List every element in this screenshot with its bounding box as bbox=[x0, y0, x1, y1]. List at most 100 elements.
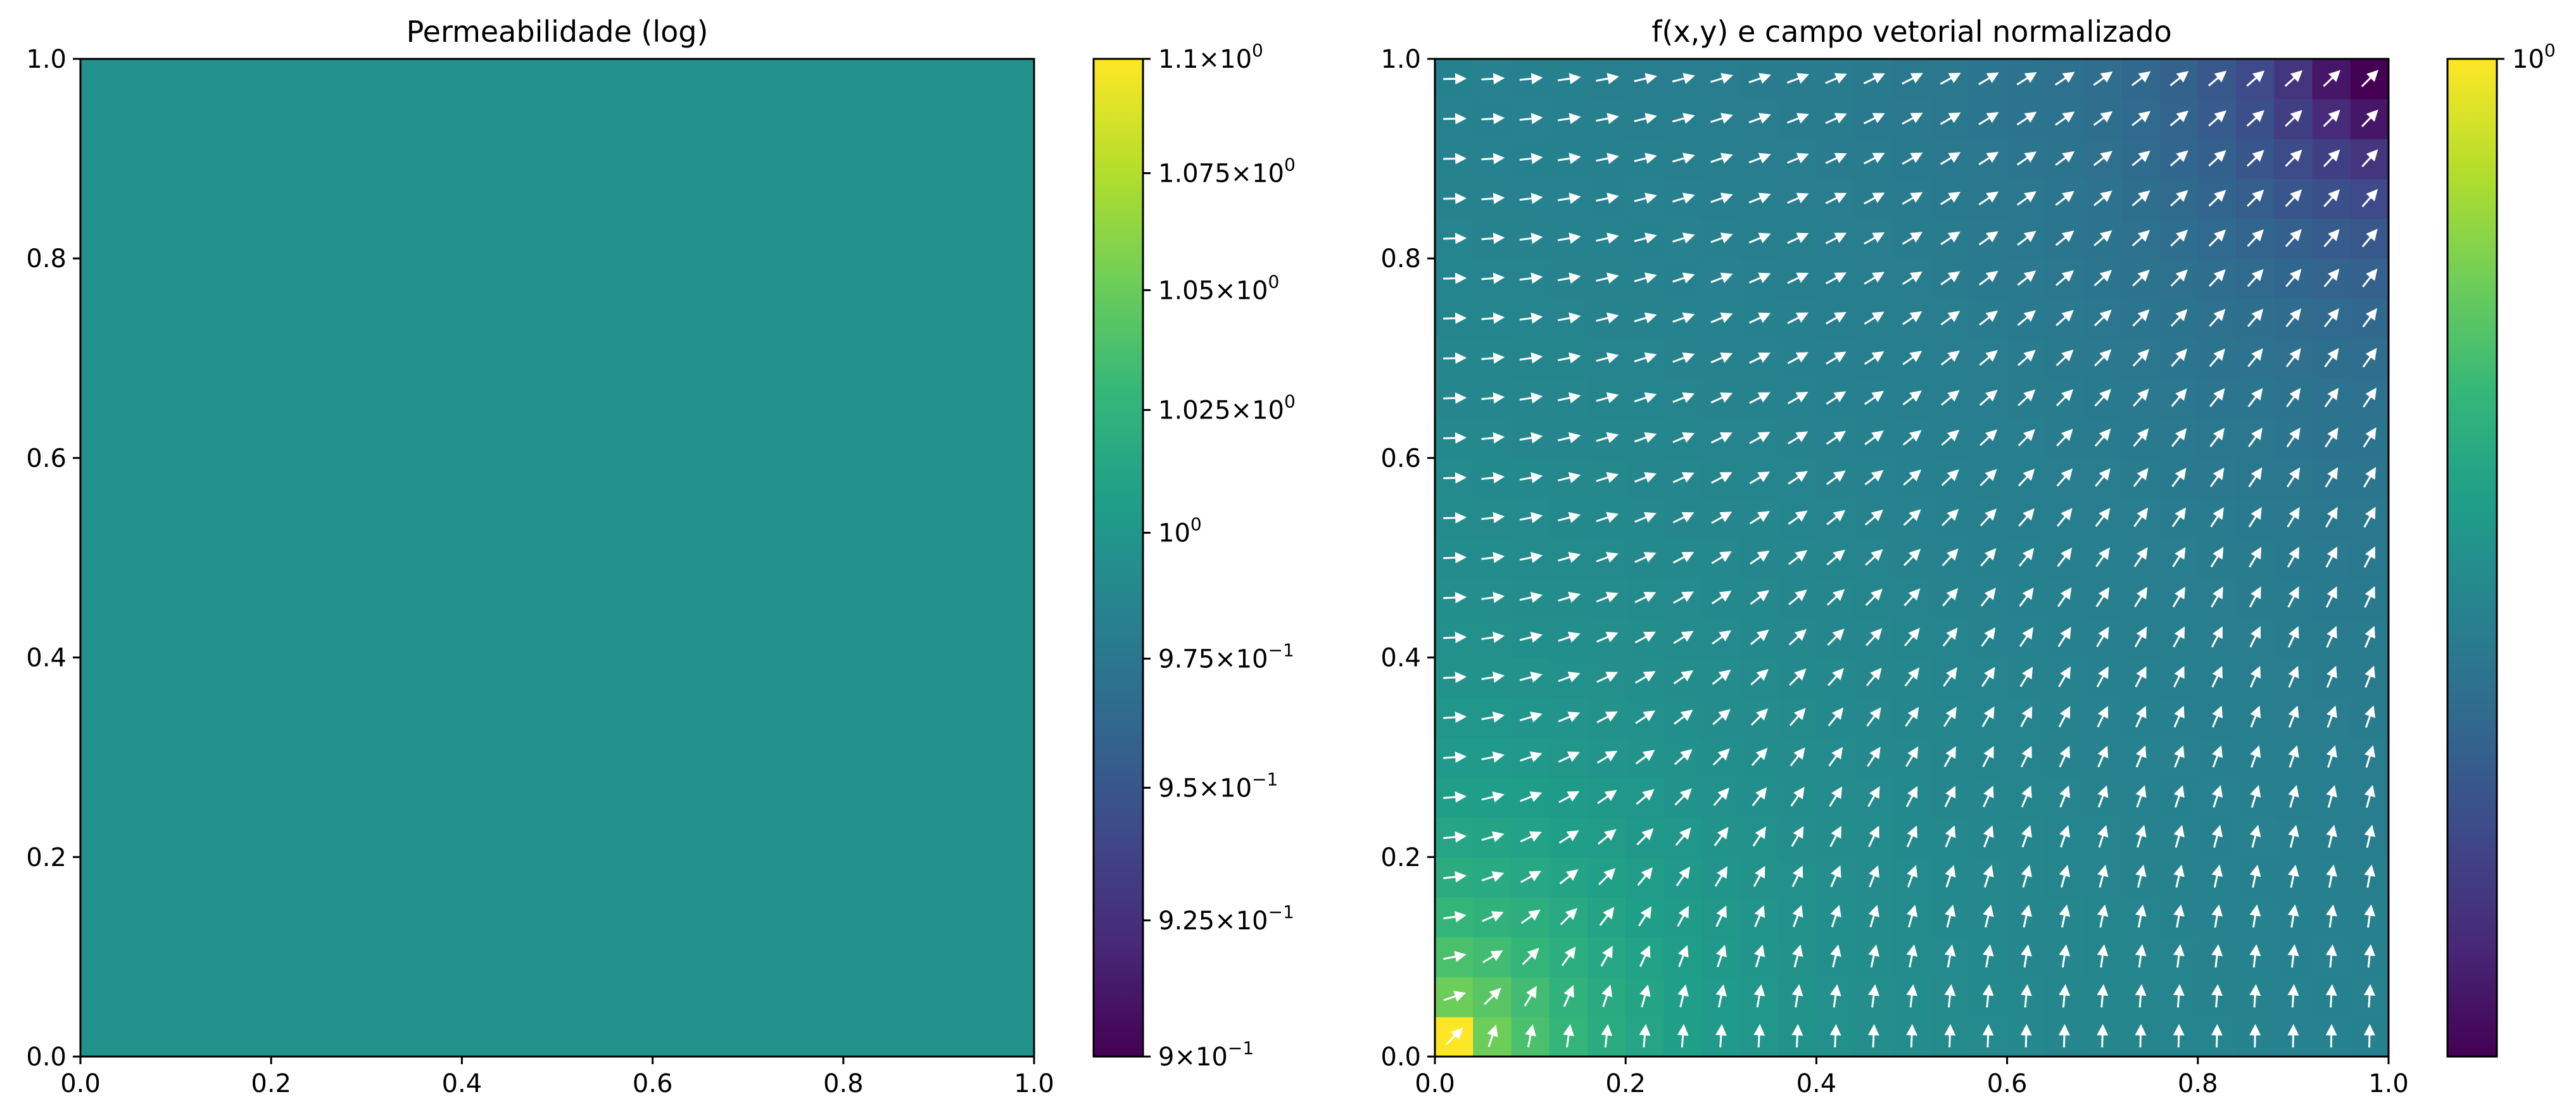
quiver-arrow bbox=[1520, 909, 1541, 924]
quiver-arrow bbox=[1674, 749, 1693, 765]
heatmap-area bbox=[80, 59, 1034, 1057]
quiver-arrow bbox=[1710, 272, 1733, 284]
quiver-arrow bbox=[1749, 392, 1771, 404]
quiver-arrow bbox=[1864, 351, 1885, 365]
quiver-arrow bbox=[1712, 748, 1730, 766]
quiver-arrow bbox=[1753, 1024, 1765, 1048]
quiver-arrow bbox=[1982, 944, 1994, 968]
quiver-arrow bbox=[1864, 391, 1885, 405]
quiver-arrow bbox=[1563, 985, 1574, 1007]
quiver-arrow bbox=[2097, 904, 2109, 928]
quiver-arrow bbox=[1443, 272, 1467, 284]
quiver-arrow bbox=[2247, 348, 2263, 367]
quiver-arrow bbox=[1713, 788, 1729, 807]
quiver-arrow bbox=[1443, 631, 1467, 643]
quiver-arrow bbox=[1904, 627, 1920, 647]
quiver-arrow bbox=[1674, 788, 1692, 806]
quiver-arrow bbox=[2019, 587, 2034, 607]
quiver-arrow bbox=[1906, 984, 1918, 1008]
quiver-arrow bbox=[1903, 509, 1921, 526]
quiver-arrow bbox=[2095, 547, 2110, 567]
quiver-arrow bbox=[2247, 308, 2264, 327]
quiver-arrow bbox=[1715, 905, 1727, 927]
quiver-arrow bbox=[1519, 711, 1543, 723]
quiver-arrow bbox=[1826, 430, 1847, 445]
quiver-arrow bbox=[1634, 671, 1656, 684]
y-axis: 0.0 0.2 0.4 0.6 0.8 1.0 bbox=[1380, 45, 1435, 1072]
quiver-arrow bbox=[2250, 785, 2261, 808]
quiver-arrow bbox=[1903, 469, 1922, 486]
quiver-arrow bbox=[2171, 467, 2187, 487]
quiver-arrow bbox=[2326, 665, 2337, 688]
colorbar-tick-label: 9.75×10−1 bbox=[1158, 639, 1294, 674]
quiver-arrow bbox=[1481, 831, 1505, 843]
quiver-arrow bbox=[2173, 666, 2185, 688]
quiver-arrow bbox=[2287, 546, 2300, 568]
colorbar-tick-label: 9×10−1 bbox=[1158, 1038, 1254, 1072]
quiver-arrow bbox=[2288, 824, 2299, 848]
colorbar-tick-label: 1.05×100 bbox=[1158, 271, 1279, 305]
quiver-arrow bbox=[2055, 310, 2074, 327]
quiver-arrow bbox=[1673, 591, 1694, 604]
quiver-arrow bbox=[1443, 472, 1467, 484]
quiver-arrow bbox=[1787, 312, 1809, 324]
quiver-arrow bbox=[2059, 825, 2071, 848]
quiver-arrow bbox=[1596, 512, 1619, 523]
quiver-arrow bbox=[1941, 508, 1959, 527]
quiver-arrow bbox=[1443, 831, 1467, 843]
quiver-arrow bbox=[1519, 312, 1543, 324]
quiver-arrow bbox=[2059, 904, 2071, 928]
quiver-arrow bbox=[1639, 945, 1651, 967]
quiver-arrow bbox=[2288, 785, 2299, 808]
quiver-arrow bbox=[2172, 586, 2185, 608]
quiver-arrow bbox=[2249, 984, 2261, 1008]
quiver-arrow bbox=[1788, 589, 1807, 606]
quiver-arrow bbox=[1481, 871, 1505, 882]
quiver-arrow bbox=[1829, 984, 1841, 1008]
quiver-arrow bbox=[1598, 868, 1616, 886]
quiver-arrow bbox=[1560, 908, 1577, 926]
colorbar bbox=[2446, 58, 2498, 1058]
quiver-arrow bbox=[2094, 349, 2112, 367]
quiver-arrow bbox=[1944, 786, 1956, 808]
quiver-arrow bbox=[1672, 472, 1695, 484]
quiver-arrow bbox=[1905, 707, 1919, 727]
quiver-arrow bbox=[1940, 350, 1960, 366]
quiver-arrow bbox=[2250, 705, 2261, 728]
quiver-arrow bbox=[2288, 705, 2299, 728]
quiver-arrow bbox=[1788, 470, 1809, 485]
quiver-arrow bbox=[1558, 712, 1581, 723]
quiver-arrow bbox=[1558, 791, 1580, 803]
quiver-arrow bbox=[1519, 512, 1543, 524]
colorbar-ticks: 100 bbox=[2497, 40, 2556, 74]
quiver-arrow bbox=[1481, 551, 1505, 563]
quiver-arrow bbox=[1941, 390, 1960, 406]
quiver-arrow bbox=[1520, 791, 1543, 802]
quiver-arrow bbox=[2097, 706, 2109, 728]
quiver-arrow bbox=[1788, 629, 1807, 646]
quiver-arrow bbox=[1561, 946, 1576, 967]
quiver-arrow bbox=[1750, 669, 1769, 686]
quiver-arrow bbox=[1443, 871, 1467, 883]
y-tick-label: 1.0 bbox=[26, 45, 66, 74]
quiver-arrow bbox=[1902, 390, 1922, 406]
quiver-arrow bbox=[1519, 272, 1543, 284]
quiver-arrow bbox=[1864, 311, 1885, 325]
quiver-arrow bbox=[1596, 672, 1619, 683]
quiver-arrow bbox=[1865, 549, 1883, 566]
quiver-arrow bbox=[1481, 751, 1505, 763]
quiver-arrow bbox=[2325, 427, 2339, 448]
quiver-arrow bbox=[2209, 427, 2225, 448]
quiver-arrow bbox=[1905, 786, 1918, 808]
quiver-arrow bbox=[2250, 745, 2261, 768]
quiver-arrow bbox=[2097, 1024, 2109, 1048]
x-tick-label: 0.8 bbox=[823, 1069, 864, 1098]
x-tick-label: 0.4 bbox=[1796, 1069, 1837, 1098]
quiver-arrow bbox=[1711, 512, 1733, 524]
x-tick-label: 0.6 bbox=[633, 1069, 673, 1098]
quiver-arrow bbox=[1482, 950, 1503, 964]
quiver-arrow bbox=[2135, 904, 2147, 928]
quiver-arrow bbox=[2362, 308, 2377, 328]
quiver-arrow bbox=[1558, 591, 1581, 603]
quiver-arrow bbox=[1601, 1024, 1613, 1048]
